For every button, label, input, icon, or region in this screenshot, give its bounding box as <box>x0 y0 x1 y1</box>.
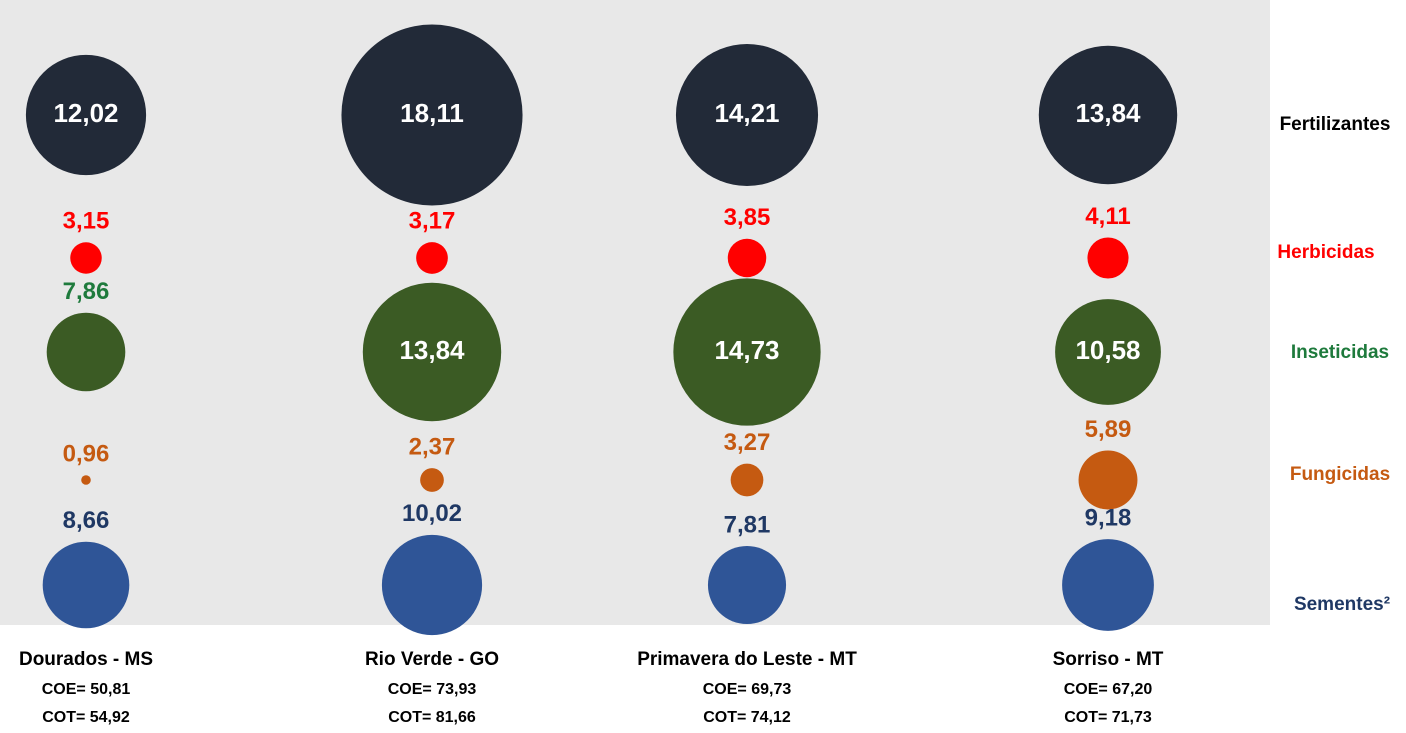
bubble <box>25 54 147 176</box>
legend-label: Sementes² <box>1294 594 1390 615</box>
bubble <box>381 534 483 636</box>
cost-label: COT= 81,66 <box>388 709 476 726</box>
value-label: 3,17 <box>409 207 456 234</box>
value-label: 10,02 <box>402 500 462 527</box>
cost-label: COT= 74,12 <box>703 709 791 726</box>
cost-label: COE= 69,73 <box>703 681 792 698</box>
category-label: Rio Verde - GO <box>365 649 499 670</box>
legend-label: Fungicidas <box>1290 464 1390 485</box>
value-label: 13,84 <box>399 335 465 365</box>
bubble <box>730 463 764 497</box>
bubble <box>341 24 523 206</box>
category-label: Dourados - MS <box>19 649 153 670</box>
bubble <box>1087 237 1129 279</box>
legend-label: Fertilizantes <box>1280 114 1391 135</box>
bubble <box>1062 539 1154 631</box>
bubble <box>362 282 502 422</box>
value-label: 4,11 <box>1085 203 1130 230</box>
value-label: 9,18 <box>1085 504 1132 531</box>
value-label: 14,21 <box>714 98 779 128</box>
value-label: 7,81 <box>724 511 771 538</box>
value-label: 14,73 <box>714 335 779 365</box>
value-label: 2,37 <box>409 433 456 460</box>
cost-label: COT= 71,73 <box>1064 709 1152 726</box>
value-label: 3,85 <box>724 204 771 231</box>
cost-label: COE= 50,81 <box>42 681 131 698</box>
value-label: 12,02 <box>53 98 118 128</box>
value-label: 13,84 <box>1075 98 1141 128</box>
value-label: 5,89 <box>1085 416 1132 443</box>
value-label: 3,15 <box>63 208 110 235</box>
bubble <box>81 475 91 485</box>
category-label: Primavera do Leste - MT <box>637 649 857 670</box>
legend-label: Inseticidas <box>1291 342 1389 363</box>
bubble <box>707 545 787 625</box>
cost-label: COT= 54,92 <box>42 709 130 726</box>
value-label: 7,86 <box>63 278 110 305</box>
category-label: Sorriso - MT <box>1053 649 1164 670</box>
bubble <box>1078 450 1138 510</box>
bubble <box>1038 45 1178 185</box>
value-label: 0,96 <box>63 441 110 468</box>
value-label: 8,66 <box>63 507 110 534</box>
cost-label: COE= 73,93 <box>388 681 477 698</box>
legend-label: Herbicidas <box>1277 242 1374 263</box>
bubble <box>416 242 448 274</box>
value-label: 3,27 <box>724 429 771 456</box>
bubble <box>675 43 819 187</box>
bubble <box>727 238 767 278</box>
bubble <box>70 242 102 274</box>
bubble <box>46 312 126 392</box>
bubble <box>42 541 130 629</box>
bubble <box>673 278 821 426</box>
cost-label: COE= 67,20 <box>1064 681 1153 698</box>
bubble <box>1055 299 1161 405</box>
bubble <box>420 468 444 492</box>
value-label: 18,11 <box>400 98 464 128</box>
value-label: 10,58 <box>1075 335 1140 365</box>
